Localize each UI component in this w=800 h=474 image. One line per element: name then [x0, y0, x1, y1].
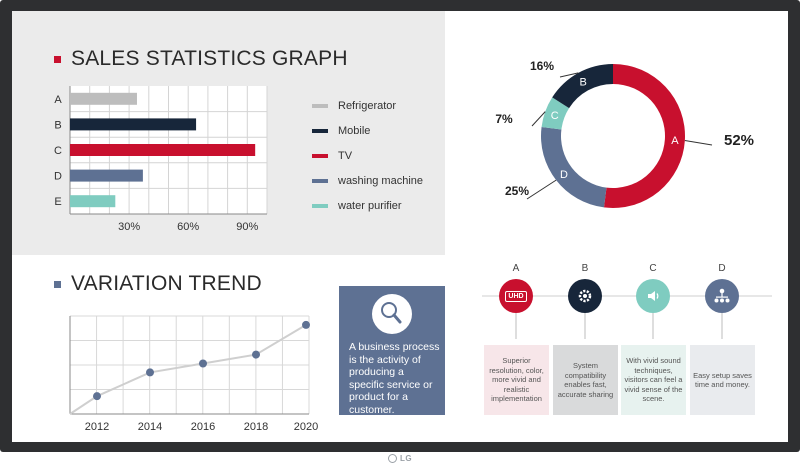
feature-letter: C: [649, 263, 657, 274]
feature-description: Superior resolution, color, more vivid a…: [484, 345, 549, 415]
donut-callout-line: [684, 140, 713, 146]
bar-category-label: A: [54, 94, 62, 106]
donut-slice-label: C: [551, 110, 559, 122]
bar-category-label: C: [54, 145, 62, 157]
variation-title: VARIATION TREND: [71, 272, 262, 295]
trend-point: [302, 320, 310, 329]
bar-category-label: D: [54, 171, 62, 183]
donut-value-label: 16%: [530, 59, 554, 73]
info-card-text: A business process is the activity of pr…: [349, 341, 440, 416]
legend-item: washing machine: [312, 168, 423, 193]
bar: [70, 144, 256, 156]
uhd-icon: UHD: [499, 279, 533, 313]
legend-swatch: [312, 153, 328, 158]
legend-swatch: [312, 203, 328, 208]
legend-label: TV: [338, 149, 353, 162]
donut-callout-line: [559, 72, 579, 78]
donut-callout-line: [526, 179, 557, 200]
line-tick-label: 2014: [138, 421, 162, 433]
legend-swatch: [312, 128, 328, 133]
bar-chart: A B C D E 30% 60% 90%: [54, 86, 268, 233]
bar: [70, 169, 143, 182]
feature-description: With vivid sound techniques, visitors ca…: [621, 345, 686, 415]
tv-base-area: [0, 452, 800, 474]
network-icon: [705, 279, 739, 313]
feature-description: Easy setup saves time and money.: [690, 345, 755, 415]
red-square-icon: [54, 55, 61, 63]
bar-tick-label: 60%: [177, 221, 199, 233]
magnifier-icon: [372, 294, 412, 334]
bar-category-label: E: [54, 196, 61, 208]
donut-chart: A 52% D 25% C 7% B 16%: [495, 59, 754, 208]
trend-point: [199, 359, 207, 368]
sales-legend: Refrigerator Mobile TV washing machine water…: [312, 93, 423, 218]
donut-slice-label: D: [560, 169, 568, 181]
bar-tick-label: 90%: [236, 221, 258, 233]
brand-logo-text: LG: [399, 453, 413, 463]
donut-slice: [541, 97, 570, 130]
legend-swatch: [312, 103, 328, 108]
line-tick-label: 2018: [244, 421, 268, 433]
feature-letter: D: [718, 263, 726, 274]
trend-line: [69, 324, 307, 415]
trend-point: [252, 350, 260, 359]
display-screen: SALES STATISTICS GRAPH VARIATION TREND A…: [12, 11, 788, 442]
lg-logo-icon: [387, 453, 397, 463]
donut-slice-label: A: [671, 135, 679, 147]
legend-item: Refrigerator: [312, 93, 423, 118]
line-tick-label: 2016: [191, 421, 215, 433]
bar: [70, 118, 197, 131]
donut-value-label: 25%: [505, 184, 529, 198]
donut-slice: [603, 64, 686, 208]
bar-tick-label: 30%: [118, 221, 140, 233]
legend-item: water purifier: [312, 193, 423, 218]
legend-swatch: [312, 178, 328, 183]
trend-point: [93, 392, 101, 401]
legend-item: Mobile: [312, 118, 423, 143]
donut-value-label: 52%: [724, 132, 754, 149]
legend-label: water purifier: [338, 199, 402, 212]
line-chart: 2012 2014 2016 2018 2020: [69, 315, 318, 433]
variation-heading: VARIATION TREND: [54, 272, 262, 296]
brand-logo: LG: [376, 448, 424, 468]
line-tick-label: 2020: [294, 421, 318, 433]
feature-letter: A: [512, 263, 520, 274]
line-tick-label: 2012: [85, 421, 109, 433]
trend-point: [146, 368, 154, 377]
donut-callout-line: [531, 111, 546, 127]
feature-letter: B: [581, 263, 589, 274]
uhd-badge: UHD: [505, 290, 527, 302]
feature-description: System compatibility enables fast, accur…: [553, 345, 618, 415]
bar: [70, 92, 137, 105]
donut-slice: [541, 126, 607, 208]
blue-square-icon: [54, 280, 61, 288]
donut-slice-label: B: [579, 77, 586, 89]
donut-slice: [552, 64, 613, 109]
sales-title: SALES STATISTICS GRAPH: [71, 47, 348, 70]
legend-label: Refrigerator: [338, 99, 397, 112]
speaker-icon: [636, 279, 670, 313]
gear-icon: [568, 279, 602, 313]
legend-label: washing machine: [338, 174, 423, 187]
info-card: A business process is the activity of pr…: [339, 286, 445, 416]
legend-label: Mobile: [338, 124, 371, 137]
legend-item: TV: [312, 143, 423, 168]
sales-heading: SALES STATISTICS GRAPH: [54, 47, 348, 71]
bar: [70, 195, 116, 208]
donut-value-label: 7%: [495, 112, 513, 126]
bar-category-label: B: [54, 119, 61, 131]
